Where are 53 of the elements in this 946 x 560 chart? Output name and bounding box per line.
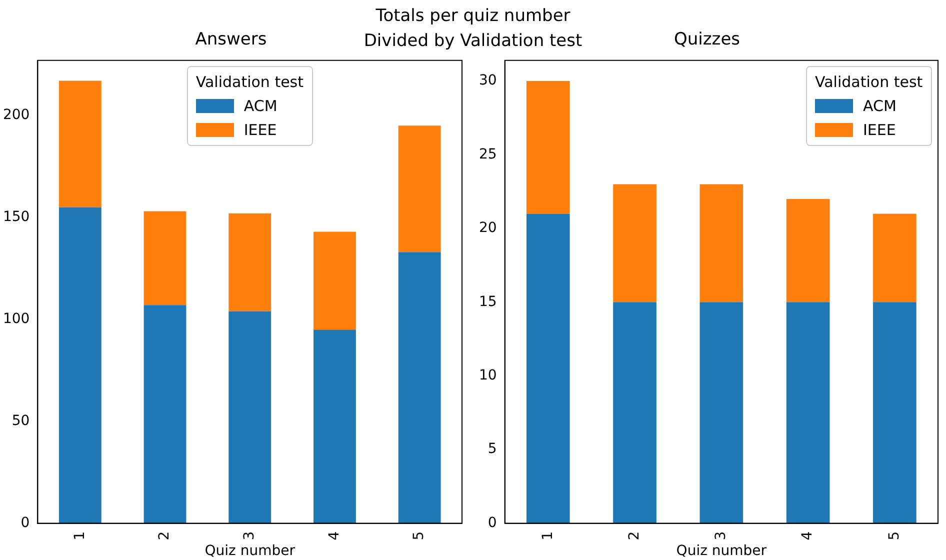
bar (873, 302, 916, 524)
bar (526, 214, 570, 524)
y-tick-label: 10 (478, 368, 497, 384)
chart-title: Answers (195, 30, 267, 50)
y-tick-label: 0 (20, 514, 30, 531)
legend-title: Validation test (196, 72, 304, 94)
x-tick-label: 1 (72, 531, 88, 540)
legend-label: ACM (863, 96, 896, 118)
bar (700, 302, 744, 524)
x-axis-title: Quiz number (676, 543, 767, 560)
bar (786, 302, 830, 524)
y-tick-label: 15 (478, 294, 497, 310)
bar (314, 330, 356, 524)
bar (58, 80, 102, 208)
y-tick-label: 100 (2, 311, 30, 328)
x-tick-label: 2 (156, 531, 173, 540)
bar (526, 81, 570, 214)
bar (700, 184, 744, 302)
bar (58, 207, 102, 524)
legend-label: IEEE (244, 120, 277, 142)
legend-title: Validation test (815, 72, 923, 94)
bar (398, 126, 441, 252)
chart-title: Quizzes (674, 30, 740, 50)
bar (786, 198, 830, 302)
y-tick-label: 25 (478, 146, 497, 162)
y-tick-label: 20 (478, 220, 497, 236)
bar (144, 305, 186, 524)
text: Totals per quiz number Divided by Validation test (364, 6, 582, 51)
y-tick-label: 50 (12, 412, 30, 429)
y-tick-label: 150 (2, 209, 30, 226)
legend-label: ACM (244, 96, 278, 118)
x-tick-label: 5 (886, 531, 902, 540)
bar (228, 213, 272, 312)
y-tick-label: 0 (488, 514, 497, 531)
x-tick-label: 3 (713, 531, 730, 540)
x-tick-label: 2 (626, 531, 642, 540)
bar (314, 232, 356, 330)
x-tick-label: 3 (242, 531, 258, 540)
bar (144, 211, 186, 306)
y-tick-label: 5 (488, 441, 497, 458)
y-tick-label: 30 (478, 72, 497, 89)
bar (613, 302, 656, 524)
x-tick-label: 4 (800, 531, 816, 540)
x-tick-label: 5 (411, 531, 428, 540)
x-tick-label: 4 (326, 531, 342, 540)
x-axis-title: Quiz number (204, 543, 296, 560)
bar (228, 311, 272, 524)
bar (873, 214, 916, 302)
bar (398, 252, 441, 524)
bar (613, 184, 656, 302)
x-tick-label: 1 (540, 531, 556, 540)
y-tick-label: 200 (2, 107, 30, 124)
legend-label: IEEE (863, 120, 896, 142)
